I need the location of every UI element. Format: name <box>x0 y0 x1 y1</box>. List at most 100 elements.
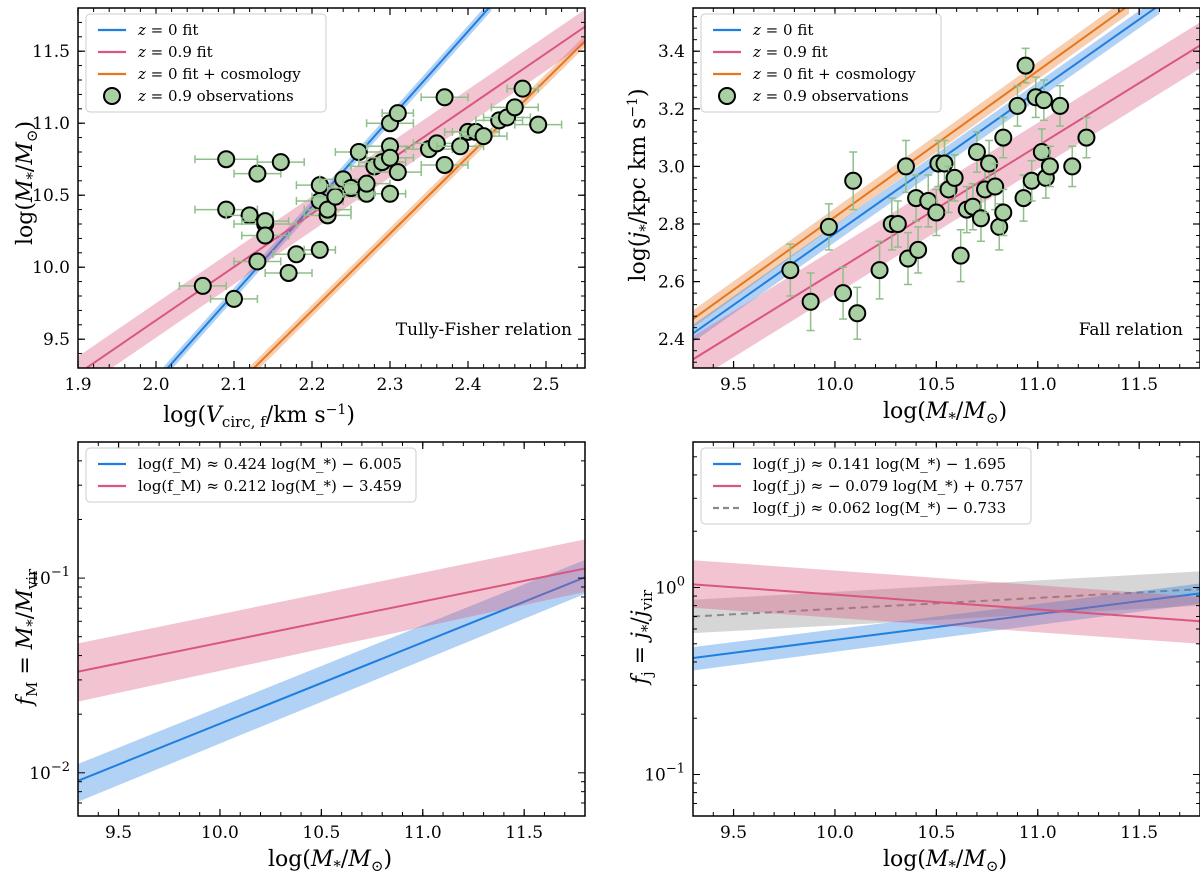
marker <box>225 289 243 308</box>
x-tick-label: 10.0 <box>816 375 854 395</box>
tf-data-point <box>264 263 313 282</box>
legend-label: z = 0 fit + cosmology <box>137 65 301 83</box>
fm-xlabel: log(M*/M⊙) <box>268 847 392 875</box>
fall-data-point <box>994 116 1013 159</box>
tf-line-orange <box>252 40 585 368</box>
tf-data-point <box>272 245 321 264</box>
fall-relation-panel: 9.5 10.0 10.5 11.0 11.5 2.4 2.6 2.8 3.0 3.2 3.4 z =… <box>658 7 1200 395</box>
fall-data-point <box>870 240 889 300</box>
x-tick-label: 1.9 <box>64 375 91 395</box>
marker <box>474 127 493 146</box>
marker <box>349 143 368 161</box>
tf-data-point <box>490 98 539 117</box>
x-tick-label: 2.4 <box>454 375 481 395</box>
fall-data-point <box>844 151 863 211</box>
y-tick-label: 100 <box>655 575 685 599</box>
legend-label: z = 0 fit <box>752 21 813 39</box>
legend-label: z = 0 fit <box>137 21 198 39</box>
y-tick-label: 9.5 <box>43 330 70 350</box>
fall-data-point <box>801 272 820 332</box>
marker <box>1034 91 1053 110</box>
tf-data-point <box>342 174 391 193</box>
fall-data-point <box>888 200 907 248</box>
tf-ylabel: log(M*/M⊙) <box>13 121 41 245</box>
marker <box>326 187 345 206</box>
legend-label: log(f_j) ≈ − 0.079 log(M_*) + 0.757 <box>753 477 1024 495</box>
x-tick-label: 11.5 <box>505 823 543 843</box>
tf-data-point <box>420 155 469 174</box>
x-tick-label: 10.5 <box>917 823 955 843</box>
marker <box>781 261 800 280</box>
marker <box>1051 96 1070 115</box>
legend-marker <box>718 87 736 105</box>
legend-box <box>700 447 1032 525</box>
fall-data-point <box>1077 116 1096 159</box>
marker <box>1040 157 1059 176</box>
fall-line-blue <box>693 8 1158 335</box>
legend-marker <box>103 87 121 105</box>
tf-data-point <box>373 184 407 203</box>
fall-legend: z = 0 fit z = 0.9 fit z = 0 fit + cosmolog… <box>700 13 942 113</box>
tf-annotation: Tully-Fisher relation <box>396 320 572 340</box>
legend-label: log(f_j) ≈ 0.062 log(M_*) − 0.733 <box>753 499 1006 517</box>
tf-data-point <box>178 276 227 295</box>
legend-box <box>85 13 327 113</box>
marker <box>451 137 470 156</box>
fall-data-point <box>819 203 838 251</box>
marker <box>819 217 838 236</box>
tf-ticks: 1.9 2.0 2.1 2.2 2.3 2.4 2.5 9.5 10.0 10.5 11.0 11.5 <box>32 7 585 395</box>
marker <box>388 104 407 123</box>
fj-xlabel: log(M*/M⊙) <box>883 847 1007 875</box>
tf-data-point <box>381 104 415 123</box>
fall-data-point <box>896 139 915 194</box>
fm-frame <box>77 441 586 817</box>
x-tick-label: 11.0 <box>1019 823 1057 843</box>
fall-data-point <box>909 226 928 274</box>
marker <box>945 168 964 187</box>
marker <box>927 203 946 222</box>
marker <box>256 226 275 245</box>
marker <box>505 98 524 117</box>
fall-data-point <box>986 162 1005 211</box>
marker <box>1008 96 1027 115</box>
x-tick-label: 2.3 <box>376 375 403 395</box>
marker <box>1014 189 1033 208</box>
x-tick-label: 11.5 <box>1120 823 1158 843</box>
marker <box>1016 56 1035 75</box>
marker <box>248 252 267 271</box>
y-tick-label: 10−2 <box>29 760 70 784</box>
legend-label: log(f_M) ≈ 0.212 log(M_*) − 3.459 <box>138 477 402 495</box>
fj-line-blue <box>693 592 1200 659</box>
y-tick-label: 2.4 <box>658 330 685 350</box>
y-tick-label: 3.0 <box>658 157 685 177</box>
marker <box>435 155 454 174</box>
x-tick-label: 10.5 <box>917 375 955 395</box>
x-tick-label: 10.0 <box>816 823 854 843</box>
marker <box>279 263 298 282</box>
marker <box>381 184 399 203</box>
x-tick-label: 9.5 <box>720 823 747 843</box>
marker <box>357 174 376 193</box>
y-tick-label: 11.5 <box>32 42 70 62</box>
marker <box>381 148 399 167</box>
marker <box>529 115 548 134</box>
fall-data-point <box>1016 47 1035 84</box>
fj-ylabel: fj = j*/jvir <box>628 589 656 686</box>
fall-data-point <box>781 243 800 297</box>
y-tick-label: 10−1 <box>644 762 685 786</box>
legend-box <box>85 447 417 503</box>
marker <box>994 203 1013 222</box>
marker <box>935 154 954 173</box>
y-tick-label: 10.5 <box>32 186 70 206</box>
marker <box>287 245 306 264</box>
tf-data-point <box>233 252 282 271</box>
fall-data-point <box>927 188 946 237</box>
marker <box>435 88 454 107</box>
fj-line-pink <box>693 583 1200 623</box>
x-tick-label: 11.0 <box>1019 375 1057 395</box>
x-tick-label: 10.0 <box>201 823 239 843</box>
tf-plot-area <box>78 8 585 368</box>
y-tick-label: 3.4 <box>658 42 685 62</box>
fall-ylabel: log(j*/kpc km s−1) <box>625 88 654 281</box>
